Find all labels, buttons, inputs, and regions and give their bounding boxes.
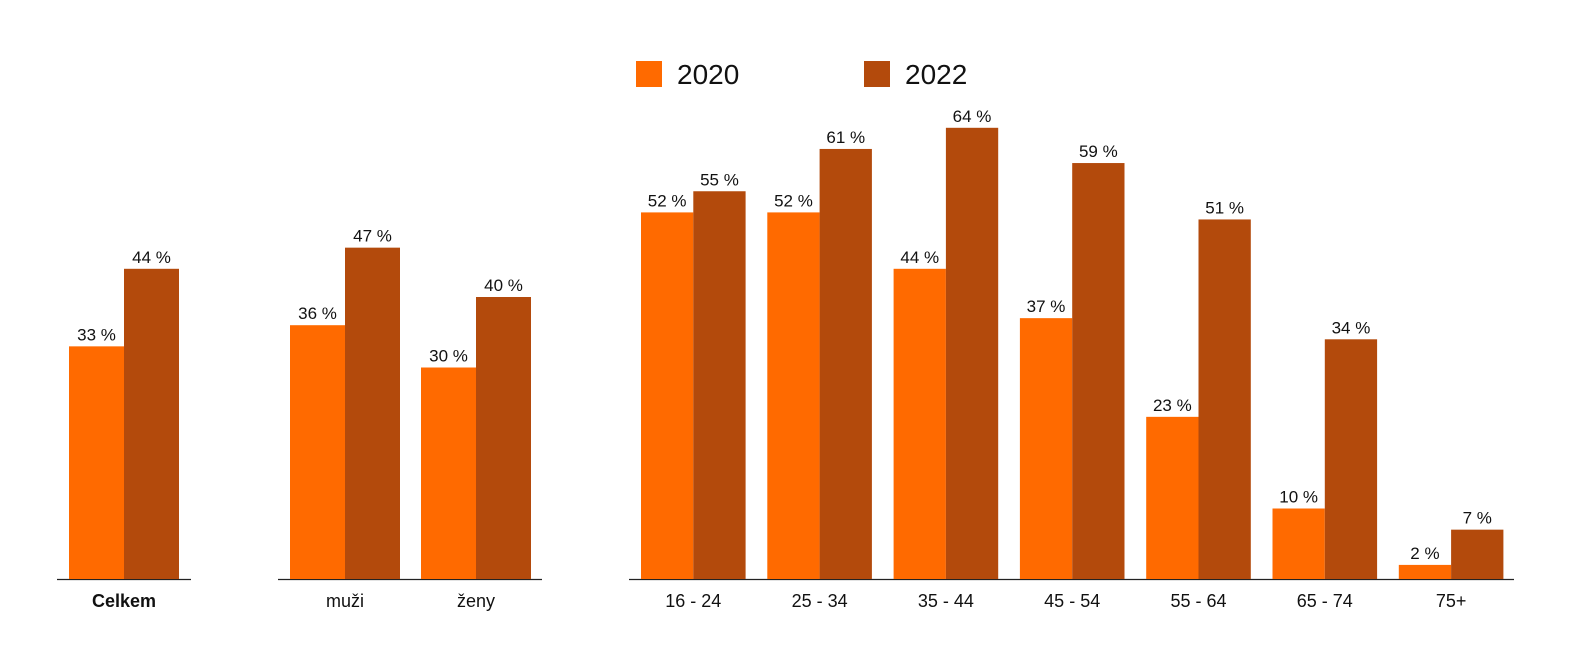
- bar-2022: [819, 148, 872, 579]
- bar-2022: [1072, 163, 1125, 580]
- data-label-2022: 47 %: [353, 227, 392, 246]
- category-label: 65 - 74: [1297, 591, 1353, 611]
- category-label: 35 - 44: [918, 591, 974, 611]
- data-label-2020: 33 %: [77, 325, 116, 344]
- bar-2020: [893, 268, 946, 579]
- bar-2020: [641, 212, 694, 579]
- bar-2020: [1146, 416, 1199, 579]
- data-label-2020: 30 %: [429, 347, 468, 366]
- data-label-2022: 59 %: [1079, 142, 1118, 161]
- data-label-2020: 52 %: [648, 191, 687, 210]
- data-label-2020: 10 %: [1279, 488, 1318, 507]
- category-label: 55 - 64: [1170, 591, 1226, 611]
- bar-2020: [1019, 318, 1073, 579]
- category-label: 16 - 24: [665, 591, 721, 611]
- category-label: Celkem: [92, 591, 156, 611]
- bar-2020: [767, 212, 820, 579]
- data-label-2020: 36 %: [298, 304, 337, 323]
- bar-2022: [1324, 339, 1378, 579]
- legend-label-2022: 2022: [905, 59, 967, 90]
- bar-2020: [1272, 508, 1325, 579]
- panel-2: 52 % 55 % 16 - 24 52 % 61 % 25 - 34 44 % 64 % 35…: [629, 107, 1514, 611]
- data-label-2022: 40 %: [484, 276, 523, 295]
- category-label: 25 - 34: [792, 591, 848, 611]
- data-label-2022: 55 %: [700, 170, 739, 189]
- bar-2020: [1398, 564, 1452, 579]
- bar-2020: [290, 325, 345, 579]
- legend-label-2020: 2020: [677, 59, 739, 90]
- data-label-2022: 61 %: [826, 128, 865, 147]
- data-label-2022: 34 %: [1332, 318, 1371, 337]
- data-label-2020: 23 %: [1153, 396, 1192, 415]
- category-label: muži: [326, 591, 364, 611]
- category-label: ženy: [457, 591, 495, 611]
- panel-0: 33 % 44 % Celkem: [57, 248, 191, 611]
- data-label-2020: 37 %: [1027, 297, 1066, 316]
- data-label-2022: 7 %: [1463, 509, 1492, 528]
- bar-2022: [1451, 529, 1504, 579]
- bar-2022: [476, 297, 531, 579]
- category-label: 75+: [1436, 591, 1467, 611]
- bar-2022: [945, 127, 999, 580]
- bar-2020: [421, 367, 476, 579]
- legend-swatch-2022: [864, 61, 890, 87]
- chart-panels: 33 % 44 % Celkem 36 % 47 % muži 30 % 40 % ženy 52…: [57, 107, 1514, 611]
- category-label: 45 - 54: [1044, 591, 1100, 611]
- bar-2022: [345, 247, 400, 579]
- panel-1: 36 % 47 % muži 30 % 40 % ženy: [278, 227, 542, 611]
- data-label-2020: 52 %: [774, 191, 813, 210]
- data-label-2022: 51 %: [1205, 198, 1244, 217]
- data-label-2020: 44 %: [900, 248, 939, 267]
- bar-2020: [69, 346, 124, 579]
- bar-2022: [124, 268, 179, 579]
- legend-swatch-2020: [636, 61, 662, 87]
- data-label-2020: 2 %: [1410, 544, 1439, 563]
- data-label-2022: 64 %: [953, 107, 992, 126]
- bar-2022: [693, 191, 746, 579]
- legend: 2020 2022: [636, 59, 967, 90]
- data-label-2022: 44 %: [132, 248, 171, 267]
- bar-2022: [1198, 219, 1251, 579]
